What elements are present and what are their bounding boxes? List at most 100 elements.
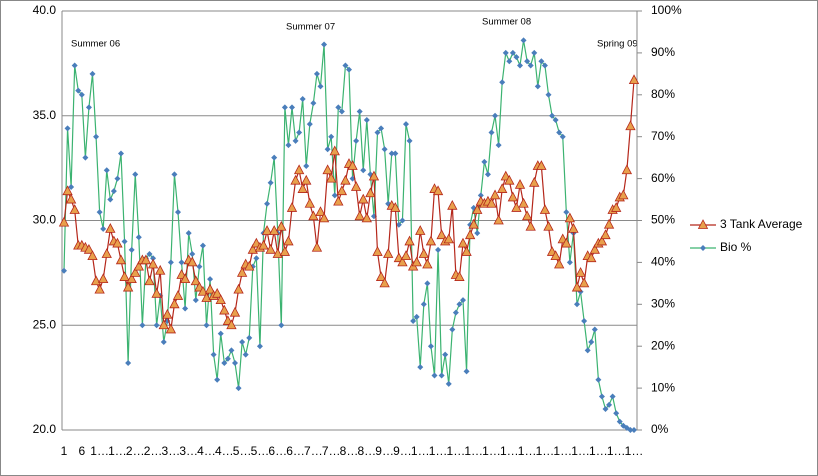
data-point [75, 87, 82, 94]
data-point [324, 146, 331, 153]
x-tick-label: 1… [482, 444, 501, 458]
data-point [110, 188, 117, 195]
data-point [87, 250, 98, 261]
data-point [342, 62, 349, 69]
data-point [427, 343, 434, 350]
data-point [135, 234, 142, 241]
data-point [285, 142, 292, 149]
data-point [169, 298, 180, 309]
data-point [150, 255, 157, 262]
data-point [404, 235, 415, 246]
data-point [244, 260, 255, 271]
data-point [132, 171, 139, 178]
data-point [296, 129, 303, 136]
data-point [69, 204, 80, 214]
y-tick-label: 30.0 [33, 213, 57, 227]
data-point [301, 174, 312, 185]
data-point [460, 297, 466, 304]
legend-label: 3 Tank Average [720, 217, 803, 231]
y2-tick-label: 100% [651, 3, 682, 17]
data-point [103, 167, 110, 174]
data-point [162, 308, 173, 319]
data-point [235, 385, 242, 392]
data-point [425, 235, 437, 246]
data-point [68, 183, 75, 190]
y-tick-label: 35.0 [33, 108, 57, 122]
data-point [61, 267, 67, 274]
data-point [242, 351, 249, 358]
data-point [336, 185, 348, 196]
x-tick-label: 2… [126, 444, 145, 458]
data-point [561, 237, 572, 248]
data-point [304, 197, 315, 208]
data-point [564, 212, 576, 223]
data-point [290, 174, 301, 185]
data-point [531, 49, 538, 56]
data-point [392, 150, 399, 157]
data-point [534, 83, 541, 90]
data-point [554, 258, 565, 269]
data-point [118, 150, 124, 157]
x-tick-label: 1… [553, 444, 572, 458]
data-point [595, 376, 602, 383]
data-point [130, 267, 141, 277]
data-point [563, 209, 570, 216]
data-point [271, 154, 278, 161]
data-point [432, 185, 444, 196]
y2-tick-label: 0% [651, 422, 669, 436]
data-point [199, 242, 206, 249]
data-point [315, 206, 326, 217]
data-point [497, 183, 508, 193]
data-point [372, 246, 383, 256]
y2-tick-label: 80% [651, 87, 675, 101]
data-point [172, 290, 184, 300]
data-point [431, 372, 438, 379]
data-point [264, 200, 271, 207]
data-point [420, 301, 427, 308]
x-tick-label: 1… [536, 444, 555, 458]
data-point [486, 197, 497, 208]
data-point [267, 179, 274, 186]
data-point [331, 192, 338, 199]
x-tick-label: 1… [447, 444, 466, 458]
legend-marker [700, 245, 706, 251]
data-point [521, 210, 533, 221]
data-point [603, 218, 615, 229]
data-point [212, 287, 223, 298]
data-point [584, 347, 591, 354]
data-point [160, 339, 167, 346]
x-tick-label: 1… [464, 444, 483, 458]
x-tick-label: 6 [78, 444, 85, 458]
data-point [167, 259, 174, 266]
annotation: Summer 07 [286, 22, 335, 33]
data-point [559, 133, 566, 140]
data-point [322, 164, 333, 175]
data-point [543, 220, 554, 231]
x-tick-label: 1 [61, 444, 68, 458]
data-point [101, 248, 112, 258]
data-point [58, 216, 70, 227]
data-point [415, 225, 426, 235]
data-point [589, 243, 600, 254]
data-point [378, 125, 385, 132]
data-point [233, 283, 244, 294]
data-point [119, 271, 130, 281]
data-point [463, 368, 470, 375]
x-tick-label: 8… [340, 444, 359, 458]
data-point [253, 255, 260, 262]
data-point [204, 283, 216, 294]
data-point [128, 246, 135, 253]
data-point [125, 359, 132, 366]
data-point [187, 256, 198, 267]
data-point [279, 246, 291, 256]
data-point [293, 164, 305, 175]
data-point [550, 250, 561, 261]
x-tick-label: 6… [286, 444, 305, 458]
data-point [499, 79, 506, 86]
data-point [246, 334, 253, 341]
data-point [333, 195, 344, 206]
data-point [481, 158, 488, 165]
data-point [442, 351, 449, 358]
data-point [190, 275, 201, 286]
data-point [524, 58, 531, 65]
